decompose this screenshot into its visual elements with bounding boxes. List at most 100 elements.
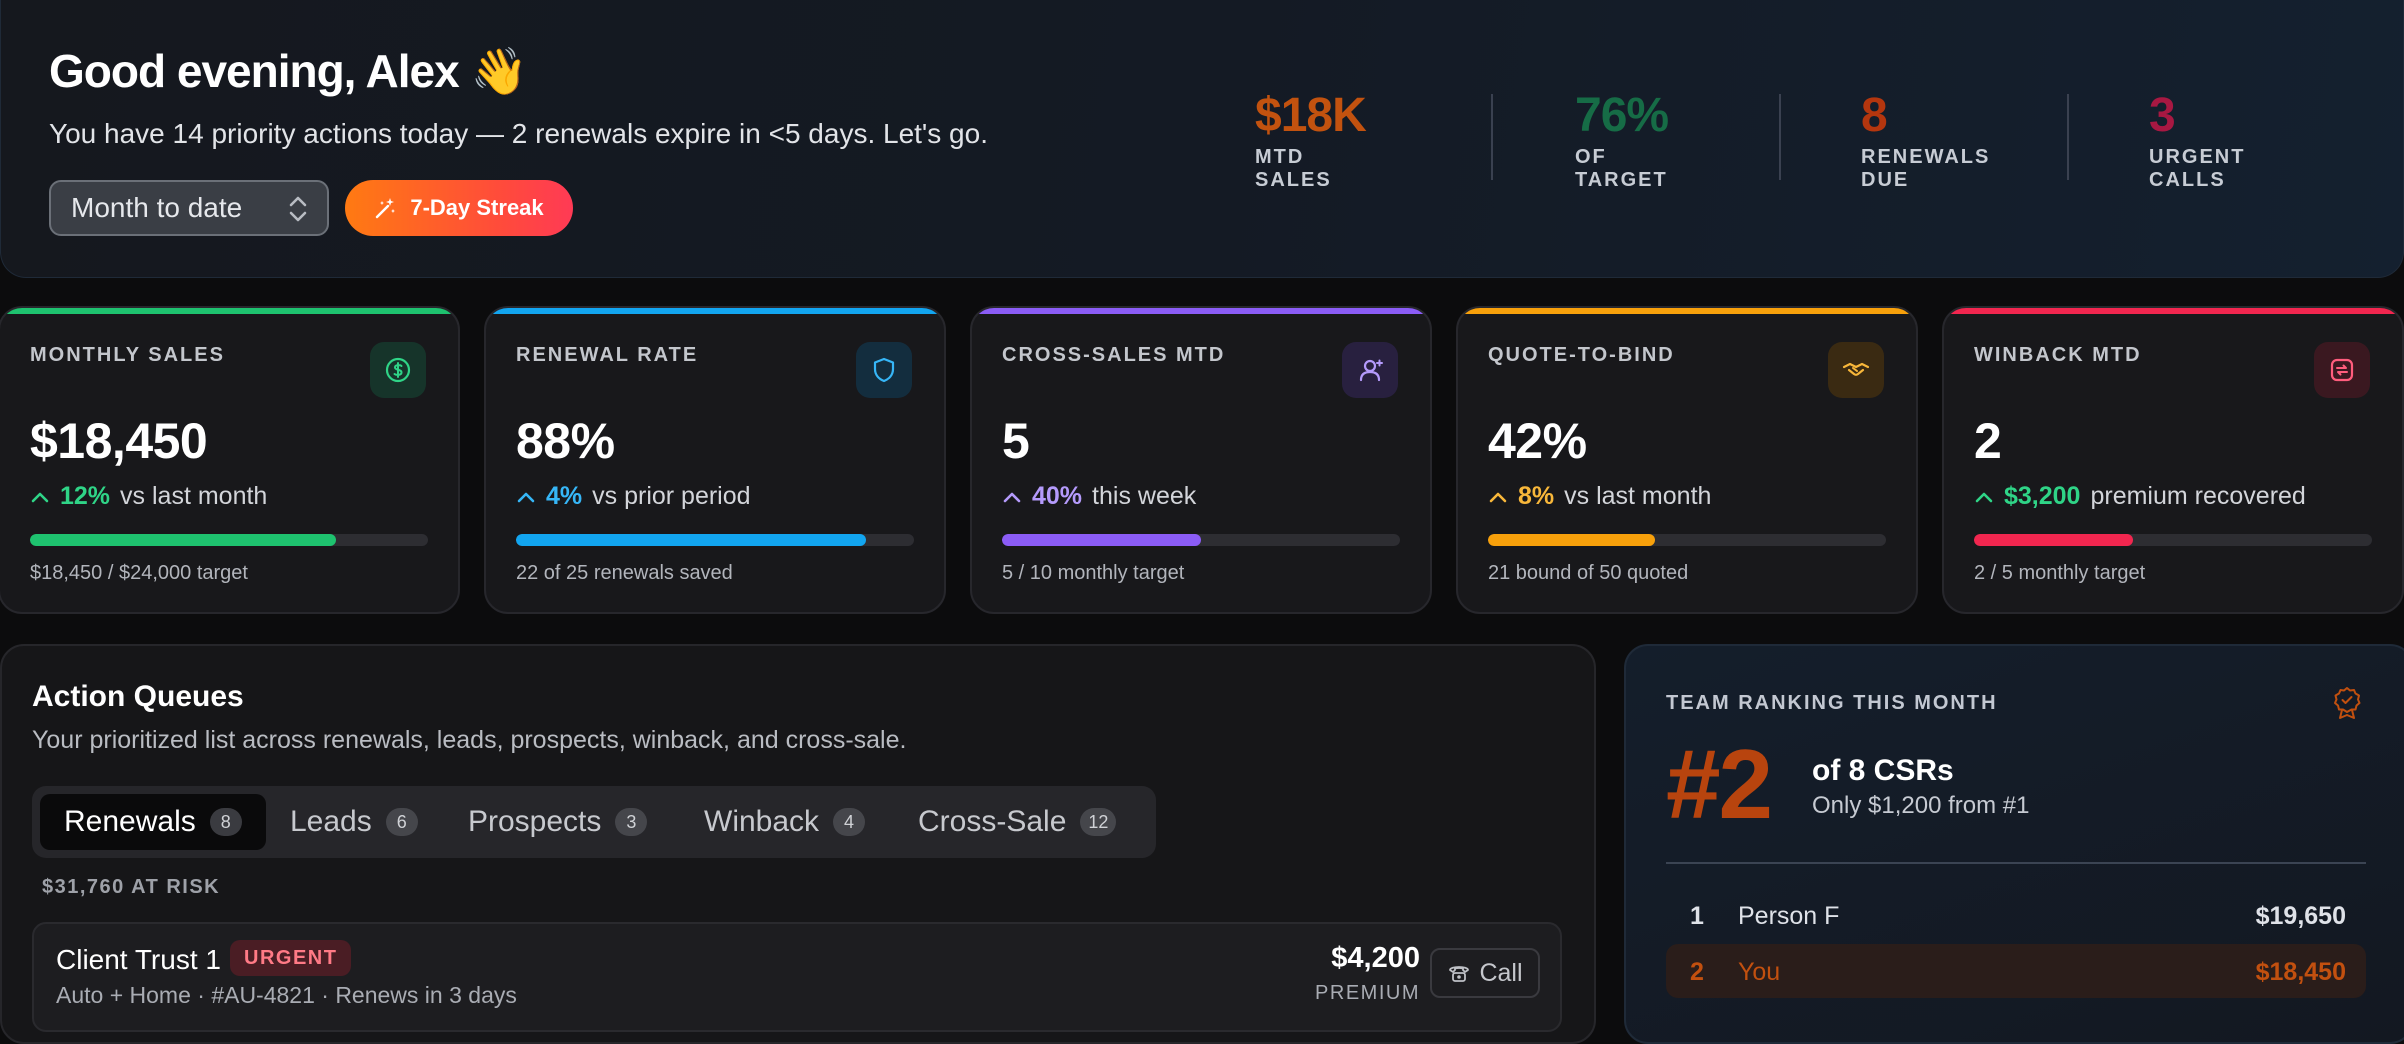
rank-position: 1 bbox=[1690, 902, 1704, 930]
card-progress-track bbox=[1002, 534, 1400, 546]
card-value: 42% bbox=[1488, 413, 1587, 469]
card-delta-value: 4% bbox=[546, 482, 583, 510]
card-footer: 22 of 25 renewals saved bbox=[516, 562, 733, 584]
card-delta-text: vs last month bbox=[120, 482, 268, 510]
kpi-label: RENEWALS DUE bbox=[1861, 146, 1991, 191]
ranking-row-you[interactable]: 2 You $18,450 bbox=[1666, 944, 2366, 998]
greeting-title: Good evening, Alex 👋 bbox=[49, 45, 528, 97]
priority-summary: You have 14 priority actions today — 2 r… bbox=[49, 118, 988, 149]
card-delta: 4% vs prior period bbox=[516, 482, 751, 511]
shield-icon bbox=[856, 342, 912, 398]
tab-winback[interactable]: Winback 4 bbox=[680, 794, 889, 850]
kpi-value: 8 bbox=[1861, 89, 1888, 142]
card-delta-text: vs prior period bbox=[592, 482, 751, 510]
action-queues-panel: Action Queues Your prioritized list acro… bbox=[0, 644, 1596, 1044]
queues-title: Action Queues bbox=[32, 680, 244, 713]
card-footer: $18,450 / $24,000 target bbox=[30, 562, 248, 584]
card-delta-value: $3,200 bbox=[2004, 482, 2081, 510]
team-ranking-panel: TEAM RANKING THIS MONTH #2 of 8 CSRs Onl… bbox=[1624, 644, 2404, 1044]
tab-label: Winback bbox=[704, 805, 820, 838]
card-accent-bar bbox=[486, 308, 944, 314]
caret-up-icon bbox=[31, 492, 49, 502]
tab-leads[interactable]: Leads 6 bbox=[266, 794, 442, 850]
call-button[interactable]: Call bbox=[1430, 948, 1540, 998]
dollar-circle-icon bbox=[370, 342, 426, 398]
kpi-renewals-due: 8 RENEWALS DUE bbox=[1861, 89, 1990, 192]
kpi-label: MTD SALES bbox=[1255, 146, 1332, 191]
queue-tabs: Renewals 8 Leads 6 Prospects 3 Winback 4… bbox=[32, 786, 1156, 858]
card-progress-track bbox=[30, 534, 428, 546]
card-delta-text: vs last month bbox=[1564, 482, 1712, 510]
card-progress-fill bbox=[516, 534, 867, 546]
award-ribbon-icon bbox=[2334, 687, 2361, 719]
tab-label: Renewals bbox=[64, 805, 196, 838]
tab-label: Leads bbox=[290, 805, 372, 838]
card-cross-sales[interactable]: CROSS-SALES MTD 5 40% this week 5 / 10 m… bbox=[970, 306, 1432, 614]
tab-count: 3 bbox=[615, 808, 648, 836]
card-progress-fill bbox=[1002, 534, 1201, 546]
card-winback[interactable]: WINBACK MTD 2 $3,200 premium recovered 2… bbox=[1942, 306, 2404, 614]
kpi-divider bbox=[2067, 94, 2069, 180]
tab-label: Prospects bbox=[468, 805, 602, 838]
sparkle-wand-icon bbox=[376, 198, 396, 219]
tab-count: 6 bbox=[385, 808, 418, 836]
ranking-row[interactable]: 1 Person F $19,650 bbox=[1666, 888, 2366, 942]
card-delta-text: premium recovered bbox=[2090, 482, 2306, 510]
card-progress-fill bbox=[30, 534, 336, 546]
card-title: RENEWAL RATE bbox=[516, 344, 699, 366]
tab-label: Cross-Sale bbox=[918, 805, 1067, 838]
streak-badge[interactable]: 7-Day Streak bbox=[345, 180, 573, 236]
card-title: QUOTE-TO-BIND bbox=[1488, 344, 1675, 366]
premium-label: PREMIUM bbox=[1315, 982, 1420, 1004]
card-title: CROSS-SALES MTD bbox=[1002, 344, 1226, 366]
rank-of-total: of 8 CSRs bbox=[1812, 754, 1954, 787]
call-label: Call bbox=[1479, 958, 1523, 987]
card-progress-track bbox=[1974, 534, 2372, 546]
premium-amount: $4,200 bbox=[1331, 942, 1420, 974]
card-delta: $3,200 premium recovered bbox=[1974, 482, 2306, 511]
tab-renewals[interactable]: Renewals 8 bbox=[40, 794, 266, 850]
card-delta-value: 40% bbox=[1032, 482, 1083, 510]
tab-cross-sale[interactable]: Cross-Sale 12 bbox=[894, 794, 1140, 850]
period-select[interactable]: Month to date bbox=[49, 180, 329, 236]
phone-icon bbox=[1449, 966, 1470, 982]
card-monthly-sales[interactable]: MONTHLY SALES $18,450 12% vs last month … bbox=[0, 306, 460, 614]
kpi-of-target: 76% OF TARGET bbox=[1575, 90, 1669, 192]
welcome-header: Good evening, Alex 👋 You have 14 priorit… bbox=[0, 0, 2404, 278]
client-name: Client Trust 1 bbox=[56, 944, 221, 975]
card-value: $18,450 bbox=[30, 413, 208, 469]
rank-name: You bbox=[1738, 958, 1781, 986]
caret-up-icon bbox=[1003, 492, 1021, 502]
queues-subtitle: Your prioritized list across renewals, l… bbox=[32, 726, 907, 754]
rank-amount: $19,650 bbox=[2255, 902, 2346, 930]
user-plus-icon bbox=[1342, 342, 1398, 398]
card-footer: 2 / 5 monthly target bbox=[1974, 562, 2146, 584]
card-title: WINBACK MTD bbox=[1974, 344, 2142, 366]
caret-up-icon bbox=[1489, 492, 1507, 502]
card-delta-text: this week bbox=[1092, 482, 1197, 510]
card-quote-to-bind[interactable]: QUOTE-TO-BIND 42% 8% vs last month 21 bo… bbox=[1456, 306, 1918, 614]
rank-name: Person F bbox=[1738, 902, 1840, 930]
card-footer: 5 / 10 monthly target bbox=[1002, 562, 1185, 584]
tab-count: 4 bbox=[833, 808, 866, 836]
card-accent-bar bbox=[1944, 308, 2402, 314]
caret-up-icon bbox=[517, 492, 535, 502]
kpi-divider bbox=[1779, 94, 1781, 180]
card-accent-bar bbox=[0, 308, 458, 314]
card-delta-value: 12% bbox=[60, 482, 111, 510]
sort-chevrons-icon bbox=[289, 196, 307, 222]
tab-count: 8 bbox=[209, 808, 242, 836]
rank-gap: Only $1,200 from #1 bbox=[1812, 792, 2030, 819]
card-progress-fill bbox=[1974, 534, 2134, 546]
kpi-value: $18K bbox=[1255, 89, 1367, 142]
card-progress-track bbox=[516, 534, 914, 546]
queue-row[interactable]: Client Trust 1 URGENT Auto + Home · #AU-… bbox=[32, 922, 1562, 1032]
kpi-urgent-calls: 3 URGENT CALLS bbox=[2149, 90, 2245, 192]
card-delta-value: 8% bbox=[1518, 482, 1555, 510]
period-select-value: Month to date bbox=[71, 192, 243, 223]
kpi-divider bbox=[1491, 94, 1493, 180]
card-renewal-rate[interactable]: RENEWAL RATE 88% 4% vs prior period 22 o… bbox=[484, 306, 946, 614]
card-title: MONTHLY SALES bbox=[30, 344, 225, 366]
ranking-divider bbox=[1666, 862, 2366, 864]
tab-prospects[interactable]: Prospects 3 bbox=[444, 794, 671, 850]
